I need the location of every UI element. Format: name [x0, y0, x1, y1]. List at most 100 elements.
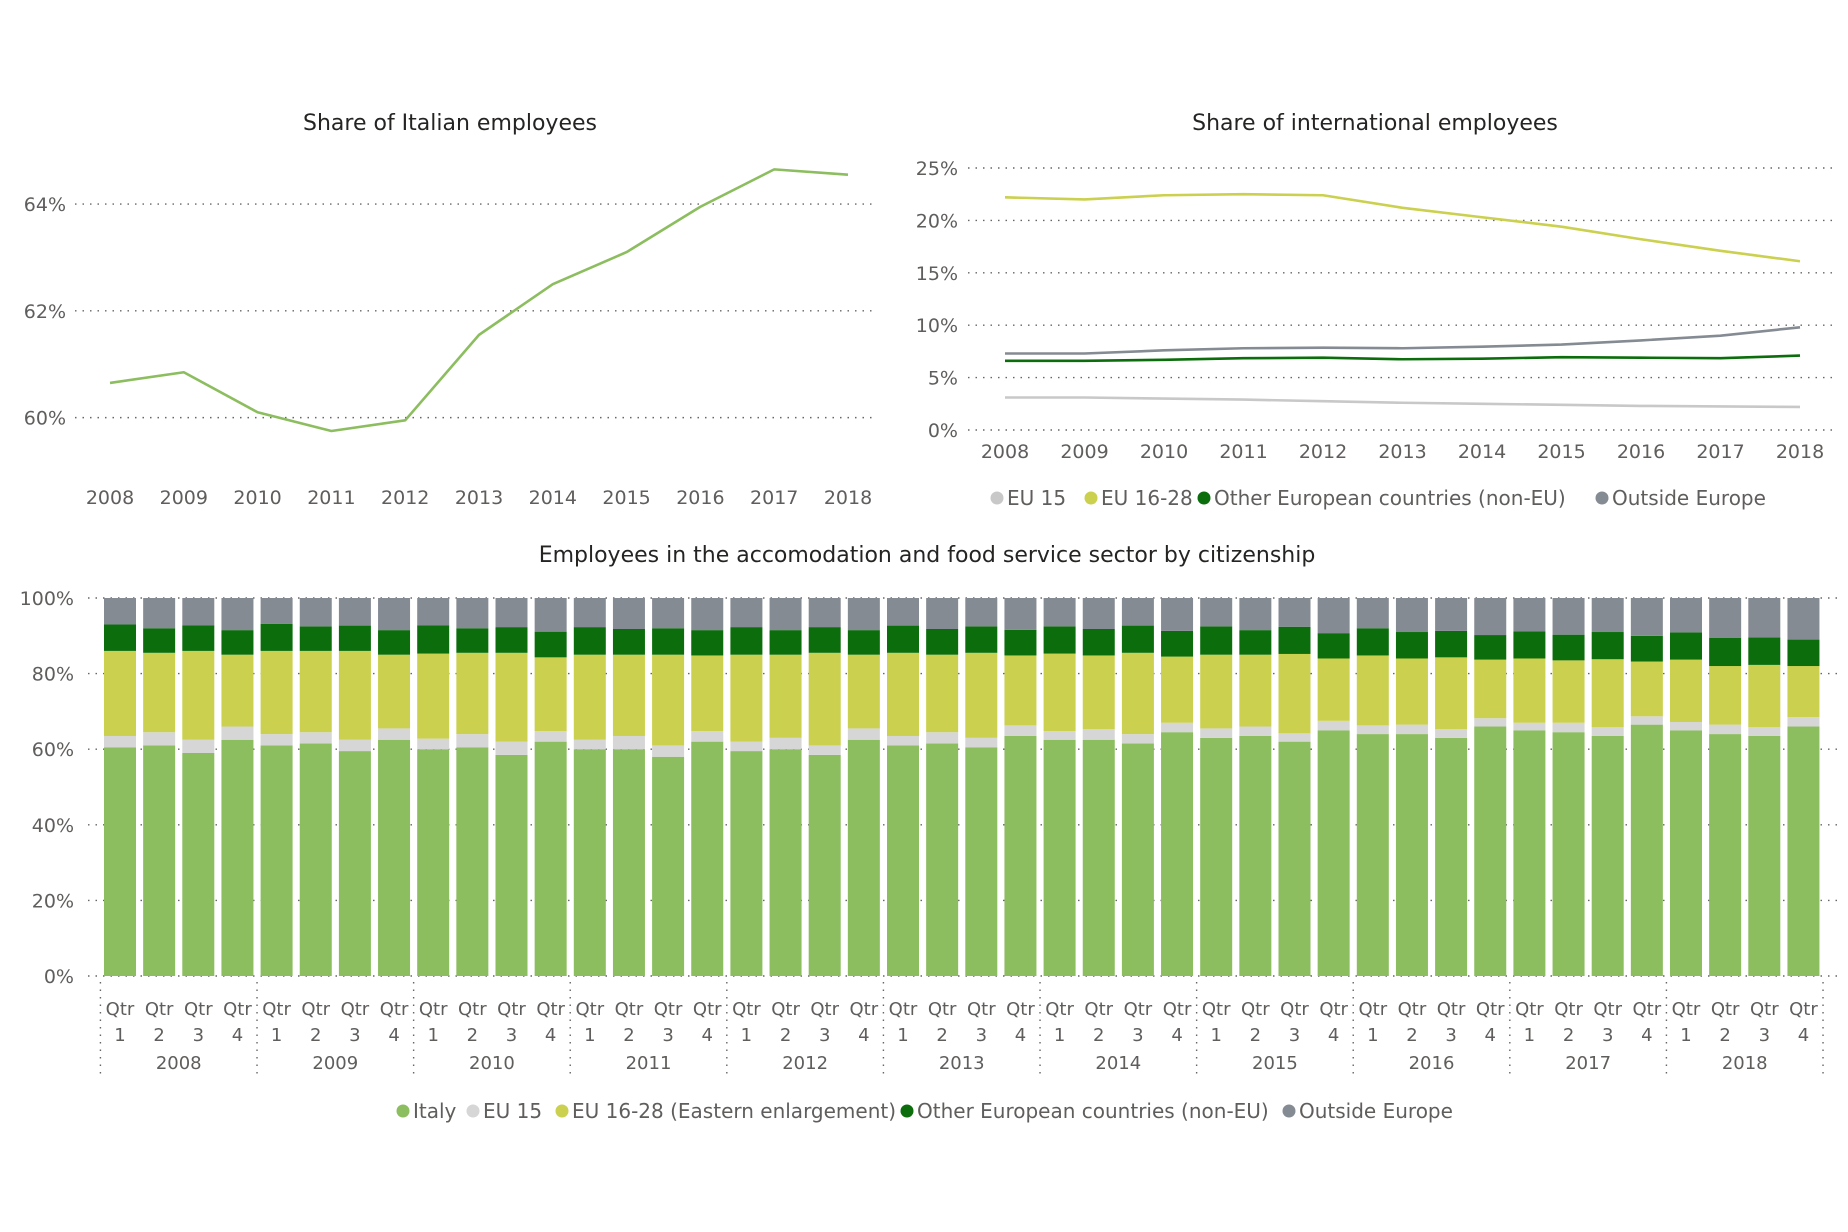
bar-segment-italy: [769, 749, 802, 976]
legend-marker-icon: [466, 1104, 480, 1118]
legend-label: EU 15: [483, 1099, 542, 1123]
bar-segment-italy: [104, 747, 136, 976]
international-y-tick: 15%: [916, 263, 958, 285]
quarter-label: Qtr: [1241, 999, 1270, 1020]
quarter-label: Qtr: [1515, 999, 1544, 1020]
italian-x-tick: 2012: [381, 487, 429, 509]
quarter-label: Qtr: [223, 999, 252, 1020]
international-share-chart: Share of international employees 0% 5% 10%…: [916, 111, 1836, 510]
bar-segment-eu-16-28-eastern-enlargement: [808, 652, 841, 746]
bar-segment-outside-europe: [534, 598, 567, 632]
italian-y-tick: 60%: [24, 408, 66, 430]
bar-segment-eu-16-28-eastern-enlargement: [1552, 660, 1585, 723]
legend-label: Outside Europe: [1299, 1099, 1453, 1123]
quarter-number: 3: [819, 1025, 830, 1046]
citizenship-chart-title: Employees in the accomodation and food s…: [539, 543, 1316, 568]
bar-segment-italy: [808, 754, 841, 976]
italian-x-tick: 2011: [307, 487, 355, 509]
bar-segment-eu-15: [1043, 731, 1076, 740]
citizenship-bar-chart: Employees in the accomodation and food s…: [20, 543, 1840, 1123]
bar-segment-other-european-countries-non-eu: [143, 628, 176, 653]
bar-segment-eu-16-28-eastern-enlargement: [221, 654, 254, 727]
bar-segment-eu-16-28-eastern-enlargement: [573, 654, 606, 740]
bar-segment-eu-15: [1161, 722, 1194, 733]
italian-x-tick: 2014: [529, 487, 577, 509]
bar-segment-eu-15: [1709, 724, 1742, 735]
quarter-label: Qtr: [419, 999, 448, 1020]
bar-segment-eu-16-28-eastern-enlargement: [1200, 654, 1233, 729]
bar-segment-eu-15: [1670, 721, 1702, 731]
quarter-number: 4: [702, 1025, 713, 1046]
international-y-tick: 20%: [916, 210, 958, 232]
year-label: 2012: [782, 1053, 828, 1074]
italian-share-title: Share of Italian employees: [303, 111, 597, 136]
bar-segment-italy: [1356, 734, 1389, 976]
italian-y-tick: 62%: [24, 301, 66, 323]
quarter-number: 3: [662, 1025, 673, 1046]
bar-segment-other-european-countries-non-eu: [1709, 637, 1742, 667]
bar-segment-outside-europe: [887, 598, 919, 626]
bar-segment-eu-16-28-eastern-enlargement: [1709, 666, 1742, 725]
bar-segment-outside-europe: [143, 598, 176, 629]
international-line-eu-16-28: [1004, 192, 1801, 263]
quarter-label: Qtr: [1554, 999, 1583, 1020]
bar-segment-eu-16-28-eastern-enlargement: [847, 654, 880, 729]
bar-segment-eu-15: [1395, 724, 1428, 735]
bar-segment-eu-15: [926, 732, 959, 744]
bar-segment-other-european-countries-non-eu: [1591, 632, 1624, 660]
bar-segment-other-european-countries-non-eu: [1161, 630, 1194, 657]
bar-segment-outside-europe: [1356, 598, 1389, 629]
bar-segment-outside-europe: [926, 598, 959, 629]
quarter-number: 4: [545, 1025, 556, 1046]
year-label: 2011: [626, 1053, 672, 1074]
bar-segment-eu-15: [417, 738, 450, 750]
bar-segment-outside-europe: [573, 598, 606, 628]
legend-label: Outside Europe: [1612, 486, 1766, 510]
bar-segment-eu-16-28-eastern-enlargement: [182, 650, 215, 740]
bar-segment-eu-15: [573, 739, 606, 750]
bar-segment-italy: [1004, 735, 1037, 976]
quarter-label: Qtr: [967, 999, 996, 1020]
international-x-tick: 2013: [1378, 441, 1426, 463]
bar-segment-eu-15: [691, 731, 724, 742]
quarter-number: 3: [349, 1025, 360, 1046]
bar-segment-eu-15: [104, 735, 136, 748]
bar-segment-italy: [1200, 737, 1233, 976]
international-x-tick: 2009: [1060, 441, 1108, 463]
bar-segment-eu-16-28-eastern-enlargement: [1278, 653, 1311, 734]
bar-segment-eu-15: [338, 739, 371, 752]
quarter-number: 4: [1485, 1025, 1496, 1046]
international-line-eu-15: [1005, 396, 1801, 409]
quarter-label: Qtr: [1319, 999, 1348, 1020]
bar-segment-outside-europe: [1591, 598, 1624, 633]
quarter-label: Qtr: [1045, 999, 1074, 1020]
legend-marker-icon: [555, 1104, 569, 1118]
quarter-label: Qtr: [1633, 999, 1662, 1020]
bar-segment-other-european-countries-non-eu: [417, 625, 450, 654]
quarter-label: Qtr: [1711, 999, 1740, 1020]
bar-segment-eu-16-28-eastern-enlargement: [456, 652, 489, 735]
quarter-number: 1: [1524, 1025, 1535, 1046]
bar-segment-other-european-countries-non-eu: [1435, 630, 1468, 658]
bar-segment-outside-europe: [495, 598, 528, 628]
bar-segment-italy: [338, 751, 371, 976]
bar-segment-other-european-countries-non-eu: [299, 626, 332, 651]
legend-label: EU 16-28: [1101, 486, 1193, 510]
legend-item-italy: Italy: [396, 1099, 457, 1123]
bar-segment-outside-europe: [730, 598, 763, 628]
bar-segment-italy: [730, 751, 763, 976]
bar-segment-italy: [1513, 730, 1546, 976]
quarter-number: 1: [1054, 1025, 1065, 1046]
bar-segment-other-european-countries-non-eu: [534, 631, 567, 658]
quarter-label: Qtr: [1280, 999, 1309, 1020]
bar-segment-other-european-countries-non-eu: [769, 630, 802, 655]
bar-segment-other-european-countries-non-eu: [1004, 629, 1037, 656]
bar-segment-other-european-countries-non-eu: [1748, 637, 1781, 665]
quarter-label: Qtr: [1084, 999, 1113, 1020]
bar-segment-eu-16-28-eastern-enlargement: [1356, 655, 1389, 726]
quarter-number: 2: [153, 1025, 164, 1046]
legend-label: EU 15: [1007, 486, 1066, 510]
quarter-label: Qtr: [1437, 999, 1466, 1020]
bar-segment-eu-15: [534, 731, 567, 742]
bar-segment-eu-16-28-eastern-enlargement: [1161, 656, 1194, 723]
